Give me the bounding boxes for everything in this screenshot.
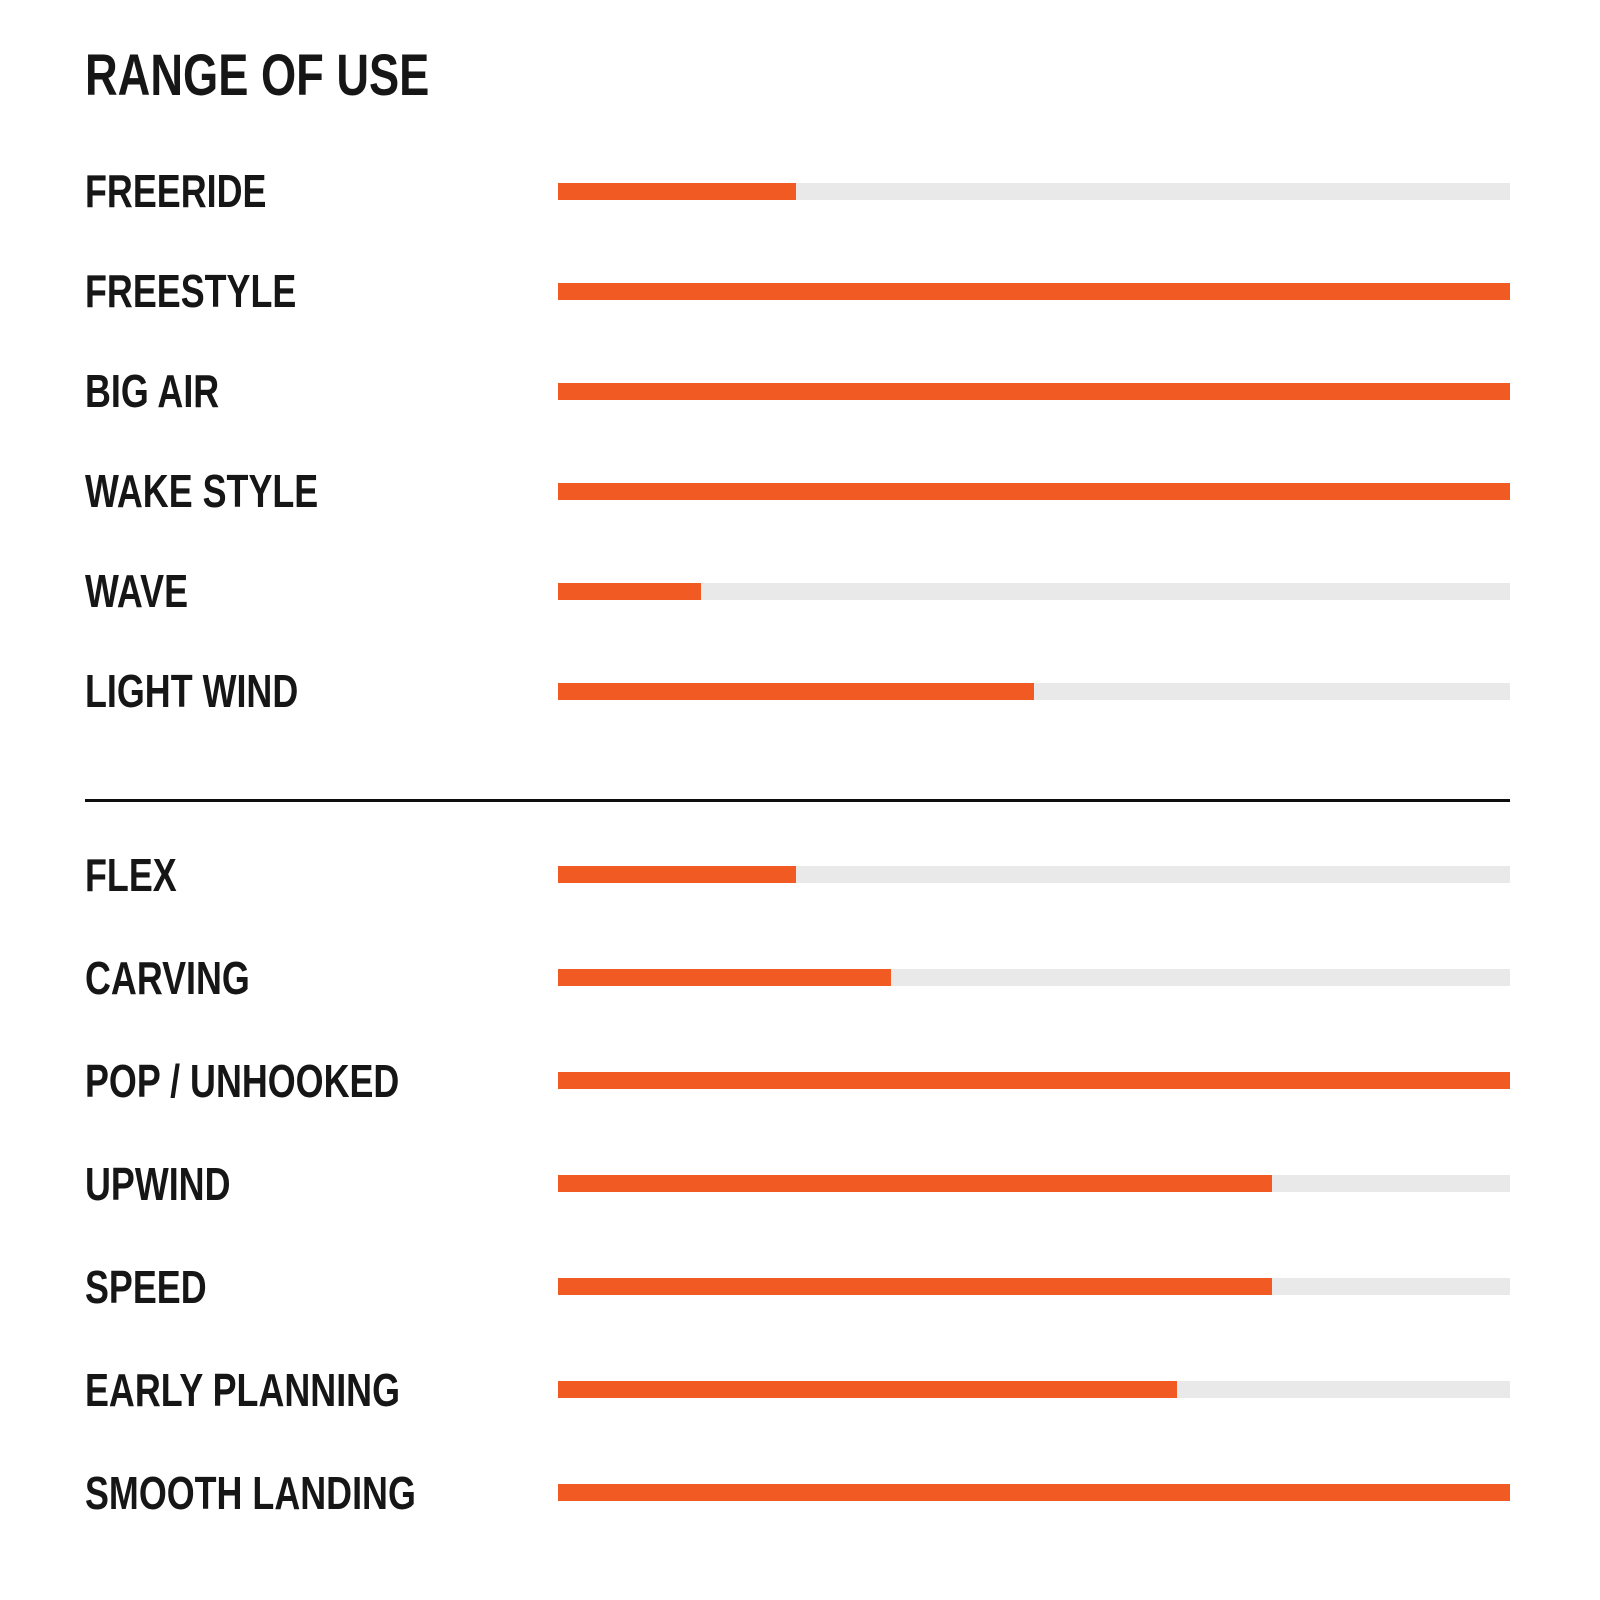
chart-row: WAKE STYLE xyxy=(85,441,1510,541)
row-label: UPWIND xyxy=(85,1161,558,1207)
bar-track xyxy=(558,282,1510,300)
bar-track xyxy=(558,866,1510,883)
chart-row: CARVING xyxy=(85,926,1510,1029)
chart-row: SPEED xyxy=(85,1235,1510,1338)
bar-fill xyxy=(558,1278,1272,1295)
bar-fill xyxy=(558,382,1510,400)
row-label: WAKE STYLE xyxy=(85,468,558,514)
row-label-text: SMOOTH LANDING xyxy=(85,1466,416,1519)
row-label-text: EARLY PLANNING xyxy=(85,1363,401,1416)
row-label: SMOOTH LANDING xyxy=(85,1470,558,1516)
bar-fill xyxy=(558,582,701,600)
row-label: WAVE xyxy=(85,568,558,614)
row-label: LIGHT WIND xyxy=(85,668,558,714)
bar-fill xyxy=(558,482,1510,500)
row-label-text: POP / UNHOOKED xyxy=(85,1054,400,1107)
bar-fill xyxy=(558,969,892,986)
chart-row: FLEX xyxy=(85,823,1510,926)
bar-track xyxy=(558,182,1510,200)
chart-row: BIG AIR xyxy=(85,341,1510,441)
row-label-text: FREERIDE xyxy=(85,165,267,217)
chart-row: POP / UNHOOKED xyxy=(85,1029,1510,1132)
row-label-text: LIGHT WIND xyxy=(85,665,299,717)
row-label: FLEX xyxy=(85,852,558,898)
bar-fill xyxy=(558,1484,1510,1501)
bar-track xyxy=(558,1278,1510,1295)
bar-track xyxy=(558,682,1510,700)
row-label: FREERIDE xyxy=(85,168,558,214)
bar-track xyxy=(558,1484,1510,1501)
chart-row: EARLY PLANNING xyxy=(85,1338,1510,1441)
chart-title: RANGE OF USE xyxy=(85,46,1510,106)
chart-row: LIGHT WIND xyxy=(85,641,1510,741)
bar-fill xyxy=(558,1175,1272,1192)
bar-fill xyxy=(558,1381,1177,1398)
chart-row: WAVE xyxy=(85,541,1510,641)
row-label-text: FREESTYLE xyxy=(85,265,297,317)
bar-track xyxy=(558,1072,1510,1089)
chart-title-text: RANGE OF USE xyxy=(85,43,430,108)
chart-content: RANGE OF USE FREERIDE FREESTYLE BIG AIR … xyxy=(85,0,1510,1544)
row-label: POP / UNHOOKED xyxy=(85,1058,558,1104)
chart-row: SMOOTH LANDING xyxy=(85,1441,1510,1544)
bar-track xyxy=(558,1175,1510,1192)
bar-fill xyxy=(558,1072,1510,1089)
row-label: CARVING xyxy=(85,955,558,1001)
row-label-text: WAVE xyxy=(85,565,189,617)
bar-track xyxy=(558,969,1510,986)
row-label: FREESTYLE xyxy=(85,268,558,314)
chart-row: FREESTYLE xyxy=(85,241,1510,341)
bar-track xyxy=(558,382,1510,400)
bar-track xyxy=(558,1381,1510,1398)
row-label-text: UPWIND xyxy=(85,1157,231,1210)
row-label-text: WAKE STYLE xyxy=(85,465,319,517)
section-board-characteristics: FLEX CARVING POP / UNHOOKED UPWIND SPEED xyxy=(85,823,1510,1544)
bar-track xyxy=(558,582,1510,600)
chart-row: UPWIND xyxy=(85,1132,1510,1235)
row-label: SPEED xyxy=(85,1264,558,1310)
row-label: BIG AIR xyxy=(85,368,558,414)
section-divider-line xyxy=(85,799,1510,802)
bar-fill xyxy=(558,682,1034,700)
bar-fill xyxy=(558,282,1510,300)
row-label: EARLY PLANNING xyxy=(85,1367,558,1413)
row-label-text: SPEED xyxy=(85,1260,207,1313)
bar-fill xyxy=(558,866,796,883)
section-range-of-use: FREERIDE FREESTYLE BIG AIR WAKE STYLE WA xyxy=(85,141,1510,741)
bar-track xyxy=(558,482,1510,500)
row-label-text: BIG AIR xyxy=(85,365,220,417)
row-label-text: CARVING xyxy=(85,951,250,1004)
row-label-text: FLEX xyxy=(85,848,177,901)
bar-fill xyxy=(558,182,796,200)
chart-row: FREERIDE xyxy=(85,141,1510,241)
